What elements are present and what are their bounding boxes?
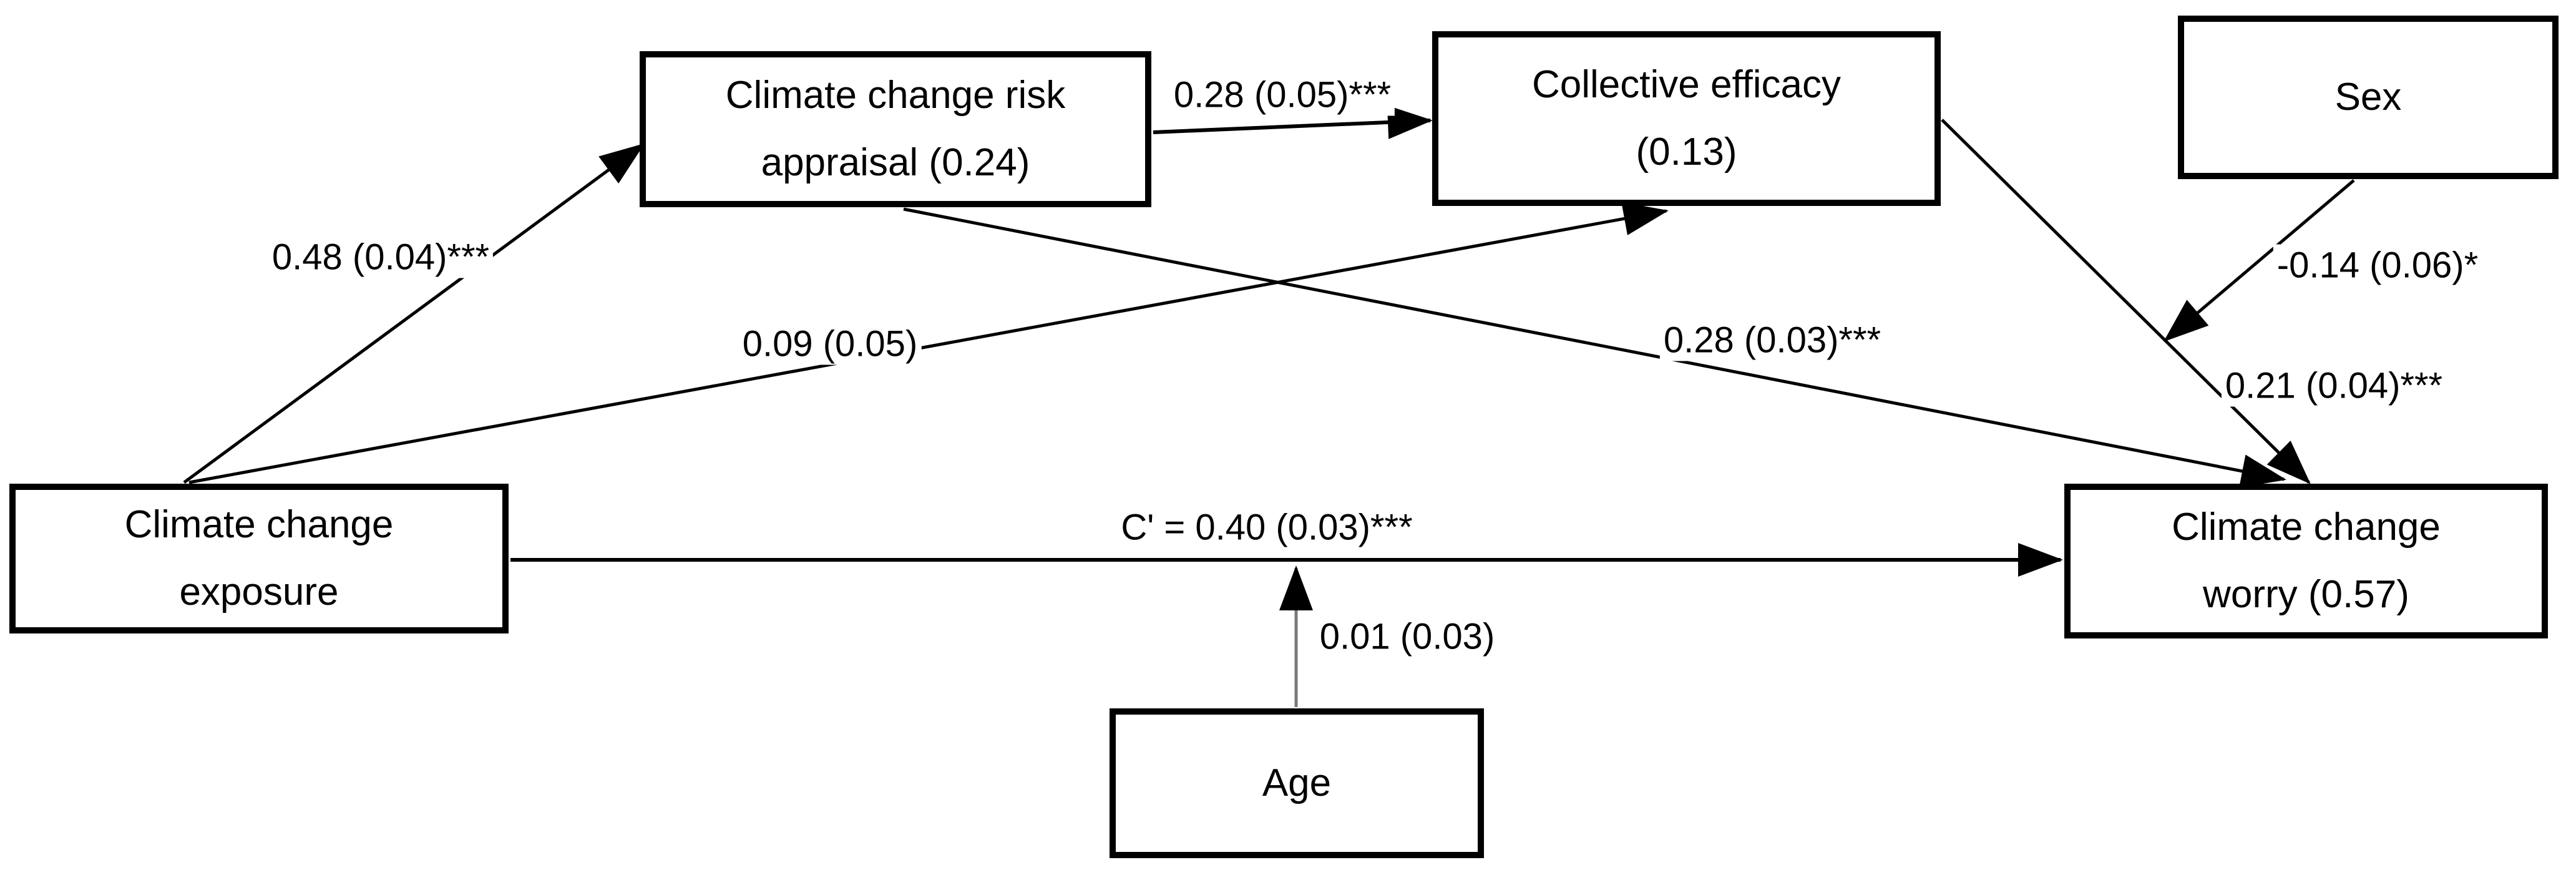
path-label-exposure-to-collective-efficacy: 0.09 (0.05) (738, 323, 922, 365)
node-sex: Sex (2178, 16, 2559, 179)
node-age: Age (1110, 708, 1484, 858)
path-label-collective-efficacy-to-worry: 0.21 (0.04)*** (2221, 364, 2447, 407)
node-climate-change-risk-appraisal: Climate change risk appraisal (0.24) (640, 51, 1151, 207)
arrow-collective-efficacy-to-worry (1941, 119, 2311, 484)
node-collective-efficacy: Collective efficacy (0.13) (1432, 31, 1941, 206)
path-label-direct-effect: C' = 0.40 (0.03)*** (1117, 506, 1417, 549)
arrow-exposure-to-risk-appraisal (183, 143, 645, 484)
node-climate-change-exposure: Climate change exposure (9, 484, 509, 633)
path-label-risk-appraisal-to-collective-efficacy: 0.28 (0.05)*** (1169, 74, 1395, 116)
path-label-exposure-to-risk-appraisal: 0.48 (0.04)*** (268, 236, 494, 278)
arrow-exposure-to-collective-efficacy (188, 202, 1669, 484)
arrow-sex-to-worry-path (2163, 179, 2355, 342)
arrow-risk-appraisal-to-collective-efficacy (1153, 105, 1433, 139)
path-label-risk-appraisal-to-worry: 0.28 (0.03)*** (1659, 319, 1885, 361)
arrow-risk-appraisal-to-worry (903, 207, 2286, 488)
path-label-age-to-worry: 0.01 (0.03) (1315, 615, 1499, 658)
node-climate-change-worry: Climate change worry (0.57) (2064, 484, 2548, 638)
path-label-sex-to-worry: -0.14 (0.06)* (2273, 244, 2482, 286)
